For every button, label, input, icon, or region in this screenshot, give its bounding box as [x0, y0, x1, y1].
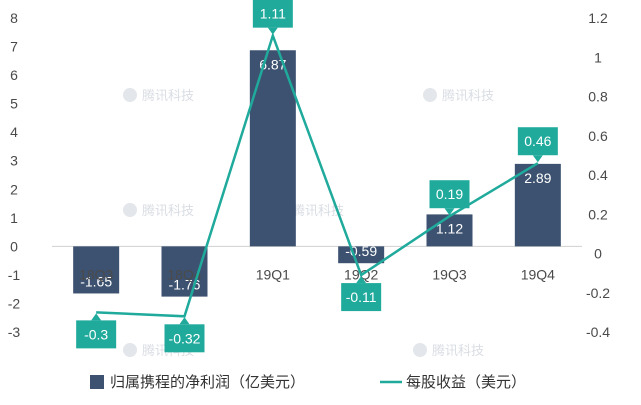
eps-callout-pointer — [91, 313, 102, 321]
bar-series: -1.65 -1.766.87-0.591.122.89 — [73, 50, 561, 297]
right-axis: -0.4 -0.2 0 0.2 0.4 0.6 0.8 1 1.2 — [586, 10, 610, 340]
eps-callout-box — [517, 127, 558, 156]
eps-data-label: 0.46 — [524, 133, 551, 149]
bar-data-label: 1.12 — [436, 220, 463, 236]
legend-line-label: 每股收益（美元） — [406, 373, 526, 391]
eps-callout-box — [341, 283, 382, 312]
eps-callout-pointer — [532, 155, 543, 163]
bar-data-label: -1.65 — [80, 273, 112, 289]
right-axis-tick-label: -0.2 — [586, 285, 610, 301]
eps-data-label: -0.11 — [346, 289, 377, 305]
right-axis-tick-label: 0.6 — [588, 128, 608, 144]
eps-callout-box — [252, 0, 293, 28]
left-axis-tick-label: 8 — [10, 10, 18, 26]
eps-data-label: 1.11 — [260, 6, 286, 22]
left-axis-tick-label: -2 — [8, 295, 21, 311]
watermark: 腾讯科技 — [123, 88, 194, 104]
right-axis-tick-label: 0.2 — [588, 206, 608, 222]
legend-bar-swatch — [90, 375, 104, 389]
left-axis: -3 -2 -1 0 1 2 3 4 5 6 7 8 — [8, 10, 21, 340]
left-axis-tick-label: 4 — [10, 124, 18, 140]
eps-data-label: -0.3 — [84, 326, 108, 342]
eps-callout: 0.19 — [429, 180, 470, 216]
watermark-text: 腾讯科技 — [142, 88, 194, 104]
left-axis-tick-label: 2 — [10, 181, 18, 197]
eps-callout-pointer — [444, 208, 455, 216]
eps-callout: 0.46 — [517, 127, 558, 163]
watermark-text: 腾讯科技 — [442, 88, 494, 104]
bar — [426, 214, 473, 247]
right-axis-tick-label: 1 — [594, 49, 602, 65]
eps-callout: -0.32 — [164, 317, 205, 353]
category-label: 18Q3 — [79, 266, 113, 282]
eps-callout-pointer — [356, 276, 367, 284]
watermark-logo — [123, 343, 137, 357]
left-axis-tick-label: 0 — [10, 238, 18, 254]
eps-callout-box — [76, 320, 117, 349]
category-label: 19Q1 — [256, 266, 290, 282]
legend-bar-label: 归属携程的净利润（亿美元） — [110, 373, 305, 391]
bar — [338, 246, 385, 264]
right-axis-tick-label: 0 — [594, 246, 602, 262]
eps-callout-box — [429, 180, 470, 209]
left-axis-tick-label: 1 — [10, 210, 18, 226]
watermark-text: 腾讯科技 — [432, 343, 484, 359]
left-axis-tick-label: 5 — [10, 96, 18, 112]
right-axis-tick-label: 1.2 — [588, 10, 608, 26]
eps-data-label: 0.19 — [436, 186, 463, 202]
category-label: 19Q3 — [432, 266, 466, 282]
category-labels: 18Q3 18Q4 19Q1 19Q2 19Q3 19Q4 — [79, 266, 555, 282]
category-label: 19Q4 — [521, 266, 555, 282]
left-axis-tick-label: -3 — [8, 324, 21, 340]
right-axis-tick-label: -0.4 — [586, 324, 610, 340]
watermark-logo — [123, 88, 137, 102]
category-label: 18Q4 — [167, 266, 201, 282]
watermark-logo — [123, 203, 137, 217]
eps-callout: -0.3 — [76, 313, 117, 349]
eps-callout-pointer — [267, 27, 278, 35]
left-axis-tick-label: 3 — [10, 153, 18, 169]
left-axis-tick-label: -1 — [8, 267, 21, 283]
watermark: 腾讯科技 — [423, 88, 494, 104]
eps-callout: 1.11 — [252, 0, 293, 35]
eps-data-label: -0.32 — [169, 330, 201, 346]
eps-callout-box — [164, 324, 205, 353]
bar — [514, 163, 561, 247]
right-axis-tick-label: 0.4 — [588, 167, 608, 183]
watermark: 腾讯科技 — [413, 343, 484, 359]
watermark: 腾讯科技 — [123, 203, 194, 219]
left-axis-tick-label: 6 — [10, 67, 18, 83]
watermark-logo — [413, 343, 427, 357]
eps-callout: -0.11 — [341, 276, 382, 312]
watermark-text: 腾讯科技 — [292, 203, 344, 219]
right-axis-tick-label: 0.8 — [588, 89, 608, 105]
bar-data-label: 2.89 — [524, 170, 551, 186]
watermark-text: 腾讯科技 — [142, 203, 194, 219]
left-axis-tick-label: 7 — [10, 39, 18, 55]
legend: 归属携程的净利润（亿美元） 每股收益（美元） — [90, 373, 526, 391]
line-series: -0.3 -0.32 1.11 -0.11 0.19 0.46 — [76, 0, 558, 353]
bar — [73, 246, 120, 294]
eps-callout-pointer — [179, 317, 190, 325]
watermark-logo — [423, 88, 437, 102]
